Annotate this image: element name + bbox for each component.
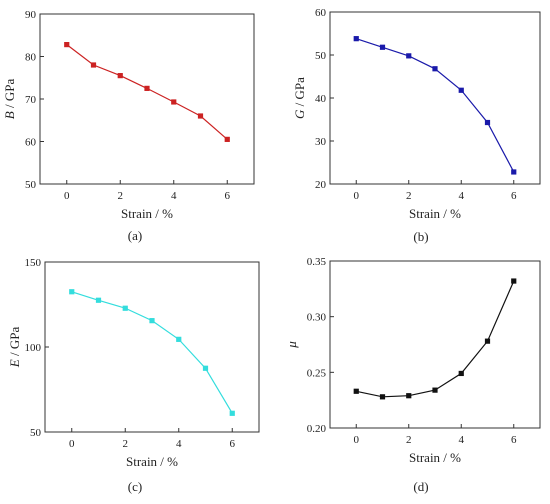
data-point [202,365,209,371]
x-tick-label: 0 [354,434,360,446]
data-point [353,388,359,394]
data-point [144,85,150,91]
data-point [379,394,386,400]
y-tick-label: 60 [25,137,37,149]
chart-panel-c: 0 2 4 6 50 100 150 Strain / % E / GPa (c) [7,257,260,494]
x-tick-label: 2 [406,190,412,202]
data-point [64,42,70,48]
x-tick-label: 4 [459,434,465,446]
y-axis-title: μ [284,341,299,349]
y-axis-title: G / GPa [292,77,307,119]
y-tick-label: 0.25 [307,367,327,379]
plot-frame [39,13,255,185]
y-tick-label: 100 [25,342,42,354]
panel-caption: (a) [128,228,142,243]
x-tick-label: 2 [123,438,129,450]
panel-caption: (b) [413,229,428,244]
y-tick-label: 50 [25,179,37,191]
y-axis-unit: / GPa [2,79,17,112]
y-axis-title: E / GPa [7,327,22,369]
data-point [406,393,412,399]
data-point [197,113,204,119]
data-point [353,36,359,42]
data-point [511,278,517,284]
chart-panel-d: 0 2 4 6 0.20 0.25 0.30 0.35 Strain / % μ (d) [284,256,541,494]
x-tick-label: 2 [406,434,412,446]
y-tick-label: 70 [25,94,37,106]
chart-panel-a: 0 2 4 6 50 60 70 80 90 Strain / % B / GPa (a) [2,9,255,243]
chart-panel-b: 0 2 4 6 20 30 40 50 60 Strain / % G / GPa (b) [292,7,541,244]
x-tick-label: 0 [354,190,360,202]
y-tick-label: 50 [315,50,327,62]
series-line [356,38,515,173]
y-axis-unit: / GPa [7,327,22,360]
data-point [122,305,128,311]
x-tick-label: 6 [225,190,231,202]
y-axis-variable: μ [284,341,299,349]
x-tick-label: 4 [459,190,465,202]
x-axis-title: Strain / % [409,206,461,221]
series-line [66,44,228,140]
data-point [511,169,517,175]
data-point [458,87,464,93]
data-point [229,410,235,416]
y-tick-label: 0.35 [307,256,327,268]
y-tick-label: 80 [25,52,37,64]
data-point [95,297,102,303]
data-point [484,338,491,344]
data-point [432,66,438,72]
data-point [484,119,491,126]
x-tick-label: 6 [511,434,517,446]
y-axis-variable: G [292,109,307,119]
x-tick-label: 6 [511,190,517,202]
x-tick-label: 6 [230,438,236,450]
y-tick-label: 50 [30,427,42,439]
data-point [458,370,464,377]
x-tick-label: 0 [64,190,70,202]
series-line [71,291,233,414]
data-point [171,99,177,105]
x-axis-title: Strain / % [126,454,178,469]
y-axis-variable: E [7,359,22,368]
y-tick-label: 60 [315,7,327,19]
panel-caption: (c) [128,479,142,494]
data-point [406,53,412,59]
plot-frame [329,11,541,185]
y-tick-label: 150 [25,257,42,269]
series-line [356,280,515,398]
y-tick-label: 0.20 [307,423,327,435]
y-tick-label: 90 [25,9,37,21]
y-axis-unit: / GPa [292,77,307,110]
y-tick-label: 40 [315,93,327,105]
data-point [149,318,155,324]
y-axis-variable: B [2,111,17,119]
plot-frame [329,260,541,429]
data-point [176,336,182,342]
y-tick-label: 30 [315,136,327,148]
data-point [69,289,75,295]
y-tick-label: 0.30 [307,312,327,324]
x-tick-label: 4 [171,190,177,202]
data-point [432,387,438,393]
x-axis-title: Strain / % [409,450,461,465]
x-tick-label: 0 [69,438,75,450]
panel-caption: (d) [413,479,428,494]
x-axis-title: Strain / % [121,206,173,221]
y-axis-title: B / GPa [2,79,17,120]
data-point [90,62,97,68]
y-tick-label: 20 [315,179,327,191]
data-point [379,44,386,50]
x-tick-label: 4 [176,438,182,450]
data-point [117,73,123,79]
data-point [224,136,230,142]
plot-frame [44,261,260,433]
x-tick-label: 2 [118,190,124,202]
